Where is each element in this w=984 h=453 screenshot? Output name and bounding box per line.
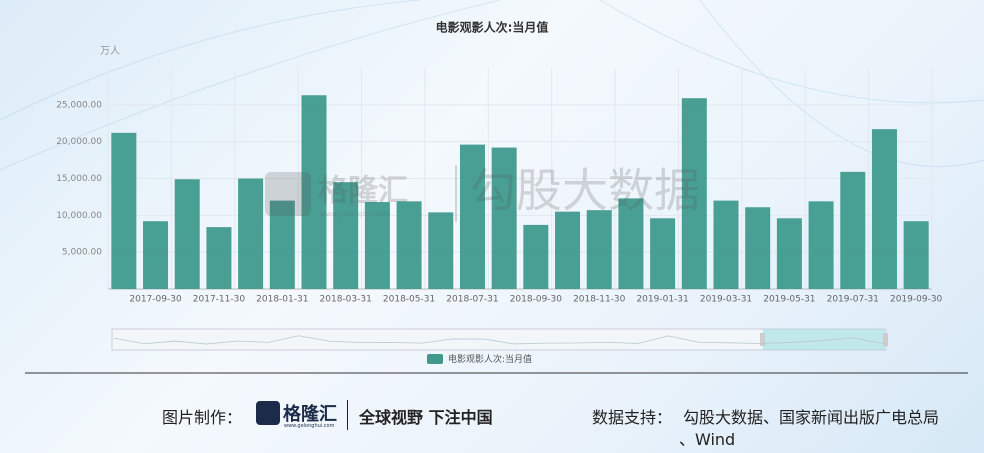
watermark-brand: 勾股大数据 <box>470 164 700 218</box>
x-tick-label: 2018-07-31 <box>446 295 498 305</box>
zoom-window[interactable] <box>763 329 885 350</box>
bar <box>555 211 581 289</box>
made-by: 图片制作： <box>162 408 243 427</box>
bar <box>871 129 897 289</box>
bar <box>776 218 802 289</box>
bar <box>206 227 232 289</box>
bar <box>269 200 295 289</box>
y-tick-label: 20,000.00 <box>56 137 102 147</box>
zoom-handle[interactable] <box>883 333 888 346</box>
y-tick-label: 10,000.00 <box>56 211 102 221</box>
x-tick-label: 2019-01-31 <box>636 295 688 305</box>
bar <box>840 171 866 289</box>
data-zoom[interactable] <box>111 328 888 351</box>
source: 勾股大数据、国家新闻出版广电总局 <box>683 408 940 427</box>
x-tick-label: 2017-11-30 <box>193 295 246 305</box>
bar <box>586 210 612 289</box>
bar <box>364 202 390 289</box>
bar <box>174 179 200 289</box>
bar <box>523 224 549 289</box>
slogan: 全球视野 下注中国 <box>359 408 493 427</box>
bar <box>808 201 834 289</box>
bar <box>713 200 739 289</box>
background-lines <box>0 0 984 171</box>
x-tick-label: 2019-03-31 <box>700 295 752 305</box>
bar <box>238 178 264 289</box>
logo-site: www.gelonghui.com <box>284 423 335 429</box>
watermark: 格隆汇 www.gelonghui.com 勾股大数据 <box>265 164 700 222</box>
bar <box>903 221 929 289</box>
bar <box>428 212 454 289</box>
bar <box>491 147 517 289</box>
chart-title: 电影观影人次:当月值 <box>436 20 549 35</box>
source: 、Wind <box>679 430 736 449</box>
logo-text: 格隆汇 <box>283 404 337 425</box>
y-tick-label: 5,000.00 <box>62 248 102 258</box>
x-tick-label: 2018-03-31 <box>320 295 372 305</box>
logo-divider <box>347 400 348 430</box>
watermark-site: www.gelonghui.com <box>320 210 391 218</box>
bar <box>618 198 644 289</box>
x-tick-label: 2018-11-30 <box>573 295 626 305</box>
bar <box>681 98 707 289</box>
x-tick-label: 2018-01-31 <box>256 295 308 305</box>
bar <box>111 132 137 289</box>
x-tick-label: 2018-05-31 <box>383 295 435 305</box>
bar <box>459 144 485 289</box>
x-tick-label: 2019-05-31 <box>763 295 815 305</box>
bar <box>745 207 771 289</box>
x-tick-label: 2018-09-30 <box>510 295 563 305</box>
y-tick-label: 15,000.00 <box>56 174 102 184</box>
x-tick-label: 2019-07-31 <box>827 295 879 305</box>
zoom-preview <box>113 335 885 345</box>
x-tick-label: 2017-09-30 <box>129 295 182 305</box>
bar <box>650 218 676 289</box>
logo-icon <box>256 401 280 425</box>
legend-swatch <box>427 354 443 364</box>
zoom-handle[interactable] <box>760 333 765 346</box>
watermark-logo: 格隆汇 <box>318 174 408 209</box>
bar <box>396 201 422 289</box>
x-tick-label: 2019-09-30 <box>890 295 943 305</box>
bar <box>333 182 359 289</box>
bar <box>301 95 327 289</box>
bar <box>143 221 169 289</box>
y-tick-label: 25,000.00 <box>56 100 102 110</box>
legend-label: 电影观影人次:当月值 <box>448 353 532 365</box>
source-label: 数据支持： <box>592 408 673 427</box>
y-unit: 万人 <box>100 45 120 57</box>
